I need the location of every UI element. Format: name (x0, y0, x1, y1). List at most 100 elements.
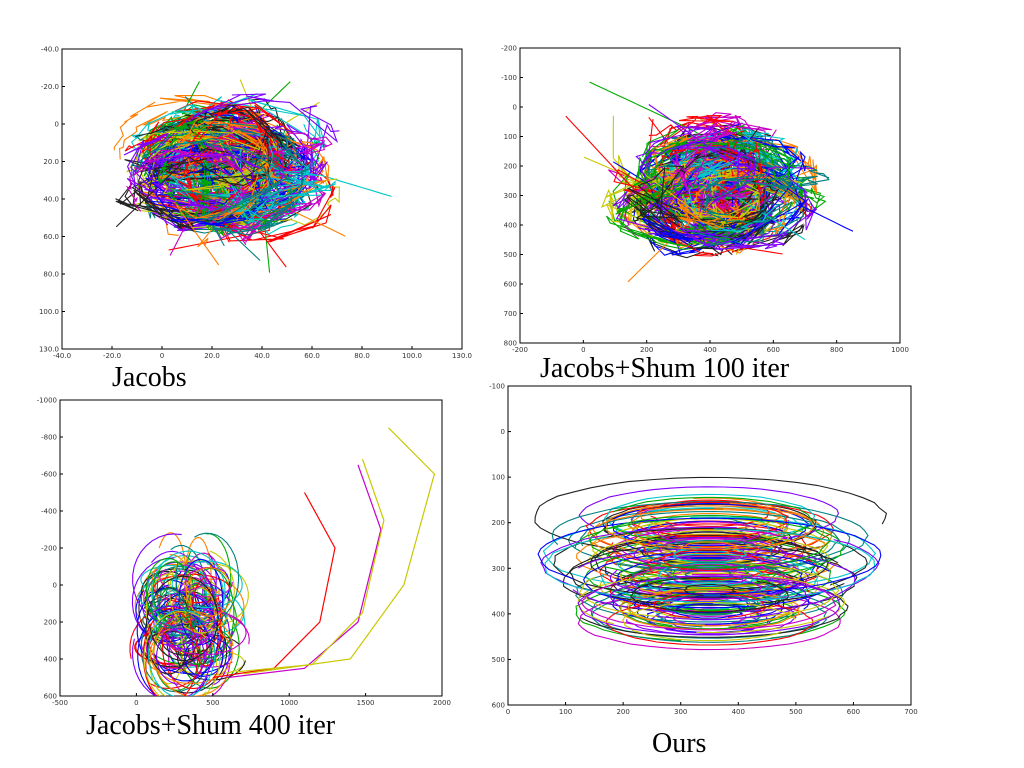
trajectory-line (202, 129, 333, 159)
trajectory-line (131, 138, 285, 224)
trajectory-line (633, 536, 788, 572)
x-tick-label: 400 (732, 708, 745, 716)
y-tick-label: 600 (492, 702, 505, 710)
y-tick-label: 400 (44, 656, 57, 664)
trajectory-line (149, 575, 219, 662)
x-tick-label: 1000 (891, 346, 909, 354)
trajectory-line (578, 561, 840, 620)
trajectory-line (677, 198, 740, 230)
y-tick-label: 0 (513, 104, 517, 112)
trajectory-line (673, 164, 818, 252)
y-tick-label: 0 (55, 121, 59, 129)
caption-jacobs-shum-100: Jacobs+Shum 100 iter (540, 353, 790, 384)
y-tick-label: 80.0 (43, 271, 59, 279)
x-tick-label: 200 (640, 346, 653, 354)
x-tick-label: 0 (160, 352, 164, 360)
trajectory-line (152, 561, 195, 623)
trajectory-line (125, 148, 250, 225)
trajectory-line (212, 492, 336, 679)
trajectory-line (151, 550, 226, 633)
chart-ours: 0 100 200 300 400 500 600 700 -100 0 100 200 300 400 5… (478, 380, 928, 720)
x-tick-label: -20.0 (103, 352, 121, 360)
trajectory-line (625, 165, 780, 228)
x-tick-label: 400 (703, 346, 716, 354)
trajectory-line (161, 605, 225, 690)
trajectory-line (131, 148, 262, 230)
trajectory-line (174, 649, 245, 676)
trajectory-line (178, 558, 224, 646)
chart-jacobs-plot: -40.0 -20.0 0 20.0 40.0 60.0 80.0 100.0 130.0-40… (39, 46, 472, 361)
y-tick-label: 100.0 (39, 308, 59, 316)
trajectory-line (663, 561, 753, 583)
x-tick-label: 1000 (280, 699, 298, 707)
trajectory-line (639, 531, 783, 565)
trajectory-line (615, 182, 740, 247)
y-tick-label: 200 (44, 619, 57, 627)
trajectory-line (235, 459, 385, 673)
x-tick-label: 0 (581, 346, 585, 354)
x-tick-label: 60.0 (304, 352, 320, 360)
trajectory-line (137, 126, 295, 247)
trajectory-line (629, 576, 789, 613)
trajectory-line (171, 560, 243, 609)
trajectory-line (590, 584, 826, 639)
y-tick-label: 100 (504, 133, 517, 141)
x-tick-label: 2000 (433, 699, 451, 707)
trajectory-line (227, 132, 282, 225)
trajectory-line (228, 464, 382, 679)
trajectory-line (243, 427, 436, 675)
y-tick-label: 100 (492, 474, 505, 482)
y-tick-label: 600 (504, 281, 517, 289)
y-tick-label: 200 (492, 519, 505, 527)
trajectory-line (145, 587, 191, 675)
x-tick-label: 500 (206, 699, 219, 707)
trajectory-line (161, 624, 210, 656)
trajectory-line (657, 521, 762, 545)
trajectories (534, 476, 888, 651)
trajectory-line (661, 594, 759, 616)
trajectory-line (131, 557, 215, 647)
x-tick-label: 80.0 (354, 352, 370, 360)
trajectory-line (653, 181, 782, 246)
x-tick-label: 500 (789, 708, 802, 716)
y-tick-label: 400 (492, 610, 505, 618)
y-tick-label: -1000 (37, 397, 57, 405)
trajectory-line (168, 170, 336, 205)
trajectory-line (627, 589, 790, 627)
trajectory-line (684, 583, 738, 596)
trajectory-line (612, 161, 740, 247)
x-tick-label: 130.0 (452, 352, 472, 360)
y-tick-label: 60.0 (43, 233, 59, 241)
trajectory-line (657, 537, 761, 561)
trajectory-line (157, 120, 233, 214)
x-tick-label: 100 (559, 708, 572, 716)
y-tick-label: -20.0 (41, 83, 59, 91)
y-tick-label: 0 (501, 428, 505, 436)
y-tick-label: -800 (41, 434, 57, 442)
y-tick-label: 400 (504, 222, 517, 230)
caption-ours: Ours (652, 728, 707, 759)
chart-jacobs-shum-100: -200 0 200 400 600 800 1000 -200 -100 0 100 200 300 4… (490, 40, 910, 360)
x-tick-label: -40.0 (53, 352, 71, 360)
x-tick-label: 1500 (357, 699, 375, 707)
trajectories (129, 427, 436, 696)
trajectory-line (151, 587, 186, 629)
y-tick-label: 700 (504, 310, 517, 318)
trajectory-line (661, 549, 758, 571)
trajectory-line (632, 501, 789, 538)
trajectories (113, 79, 392, 273)
y-tick-label: 40.0 (43, 196, 59, 204)
x-tick-label: 800 (830, 346, 843, 354)
trajectory-line (679, 541, 741, 555)
chart-jacobs: -40.0 -20.0 0 20.0 40.0 60.0 80.0 100.0 130.0 -40… (30, 40, 472, 370)
trajectory-line (589, 515, 831, 569)
trajectory-line (586, 533, 832, 588)
y-tick-label: 500 (492, 656, 505, 664)
y-tick-label: 130.0 (39, 346, 59, 354)
trajectory-line (639, 104, 756, 205)
trajectory-line (577, 575, 841, 636)
y-tick-label: 0 (53, 582, 57, 590)
x-tick-label: 600 (767, 346, 780, 354)
y-tick-label: -200 (501, 45, 517, 53)
x-tick-label: 600 (847, 708, 860, 716)
